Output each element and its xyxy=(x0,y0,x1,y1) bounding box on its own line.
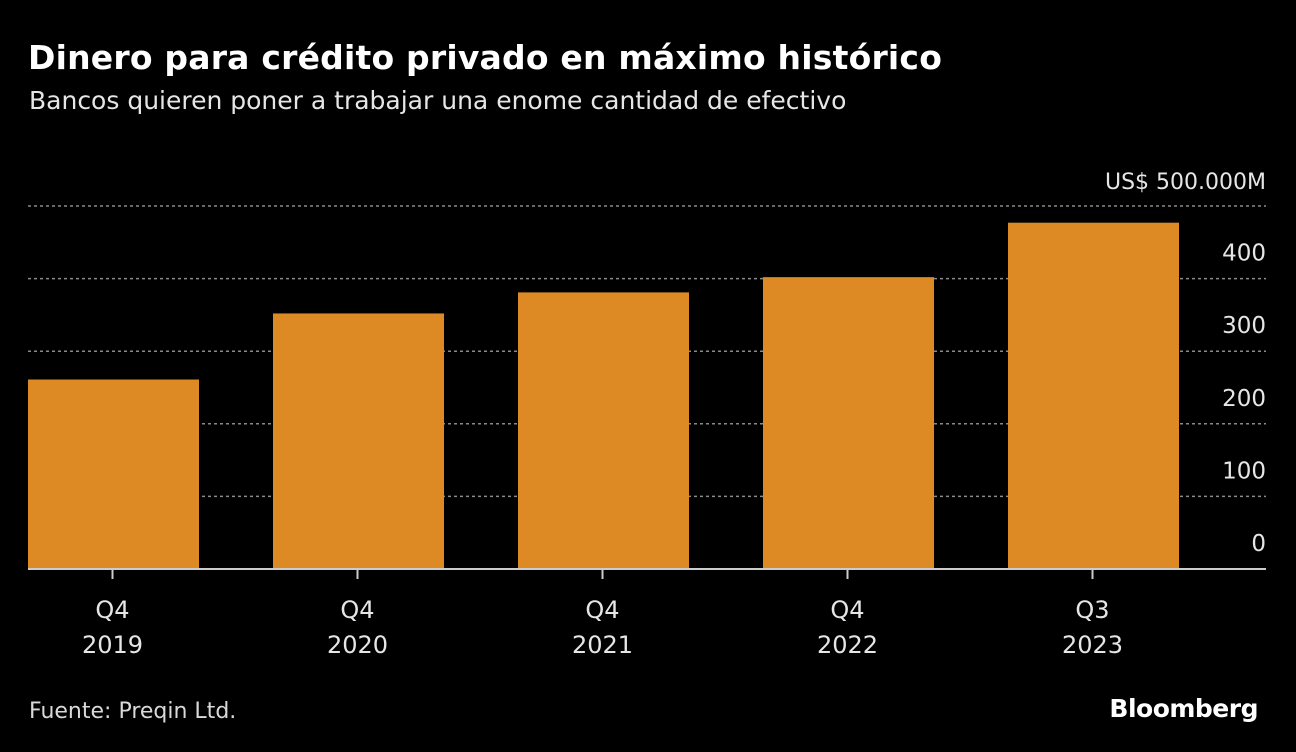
x-tick-label-quarter: Q4 xyxy=(585,596,619,624)
x-tick-label-quarter: Q3 xyxy=(1075,596,1109,624)
bar-Q4-2021 xyxy=(518,292,689,569)
chart-subtitle: Bancos quieren poner a trabajar una enom… xyxy=(29,86,847,115)
chart-title: Dinero para crédito privado en máximo hi… xyxy=(28,38,943,77)
x-tick-label-quarter: Q4 xyxy=(340,596,374,624)
y-tick-label-400: 400 xyxy=(1222,241,1266,267)
x-tick-label-year: 2019 xyxy=(82,631,143,659)
bar-Q4-2020 xyxy=(273,313,444,569)
x-tick-label-year: 2022 xyxy=(817,631,878,659)
x-tick-label-year: 2020 xyxy=(327,631,388,659)
source-note: Fuente: Preqin Ltd. xyxy=(29,699,237,724)
bar-Q3-2023 xyxy=(1008,222,1179,569)
y-tick-label-0: 0 xyxy=(1251,531,1266,557)
y-tick-label-200: 200 xyxy=(1222,386,1266,412)
x-tick-label-year: 2021 xyxy=(572,631,633,659)
x-axis xyxy=(28,568,1266,579)
bars xyxy=(28,222,1179,569)
bar-Q4-2019 xyxy=(28,379,199,569)
bar-Q4-2022 xyxy=(763,277,934,569)
y-tick-label-100: 100 xyxy=(1222,458,1266,484)
x-tick-label-quarter: Q4 xyxy=(830,596,864,624)
x-tick-label-year: 2023 xyxy=(1062,631,1123,659)
bloomberg-logo: Bloomberg xyxy=(1109,694,1258,723)
x-tick-label-quarter: Q4 xyxy=(95,596,129,624)
y-tick-label-300: 300 xyxy=(1222,313,1266,339)
y-tick-label-500: US$ 500.000M xyxy=(1105,170,1266,195)
axis-labels: 0 100 200 300 400 US$ 500.000M Q4 2019 Q4 2020 Q4 2… xyxy=(82,170,1266,659)
